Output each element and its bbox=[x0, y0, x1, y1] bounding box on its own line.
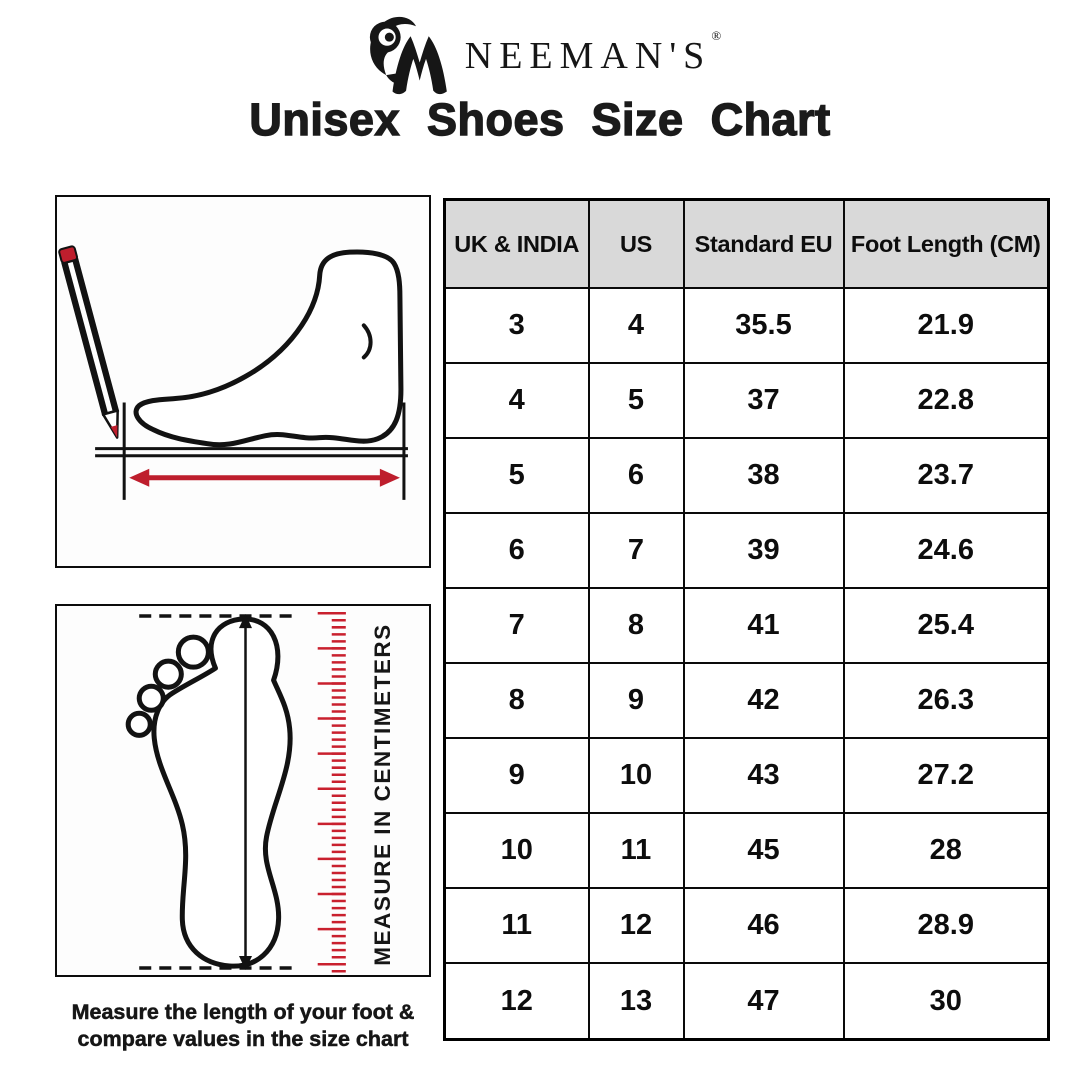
table-cell: 37 bbox=[682, 362, 845, 440]
table-cell: 7 bbox=[443, 587, 590, 665]
pencil-icon bbox=[58, 245, 120, 439]
table-cell: 21.9 bbox=[842, 286, 1050, 365]
table-cell: 22.8 bbox=[842, 362, 1050, 440]
table-cell: 25.4 bbox=[842, 587, 1050, 665]
footprint-icon bbox=[151, 616, 293, 969]
table-cell: 10 bbox=[443, 812, 590, 890]
ankle-mark bbox=[361, 323, 373, 360]
table-cell: 38 bbox=[682, 437, 845, 515]
table-cell: 4 bbox=[587, 286, 685, 365]
table-cell: 46 bbox=[682, 887, 845, 965]
table-row: 12 13 47 30 bbox=[443, 962, 1050, 1041]
table-cell: 41 bbox=[682, 587, 845, 665]
footprint-box: MEASURE IN CENTIMETERS bbox=[55, 604, 431, 977]
caption-line-1: Measure the length of your foot & bbox=[71, 1000, 415, 1025]
measure-caption: Measure the length of your foot & compar… bbox=[35, 999, 451, 1053]
table-row: 10 11 45 28 bbox=[443, 812, 1050, 890]
foot-side-icon bbox=[133, 249, 404, 448]
table-cell: 45 bbox=[682, 812, 845, 890]
table-cell: 30 bbox=[842, 962, 1050, 1041]
table-cell: 3 bbox=[443, 286, 590, 365]
table-cell: 35.5 bbox=[682, 286, 845, 365]
brand-name-text: NEEMAN'S bbox=[464, 35, 712, 77]
table-cell: 42 bbox=[682, 662, 845, 740]
toe-icon bbox=[136, 683, 166, 713]
column-header: US bbox=[587, 198, 685, 289]
table-row: 5 6 38 23.7 bbox=[443, 437, 1050, 515]
table-cell: 8 bbox=[587, 587, 685, 665]
foot-measure-illustration bbox=[58, 245, 408, 500]
table-row: 4 5 37 22.8 bbox=[443, 362, 1050, 440]
brand-name: NEEMAN'S® bbox=[465, 28, 721, 78]
table-row: 8 9 42 26.3 bbox=[443, 662, 1050, 740]
table-cell: 4 bbox=[443, 362, 590, 440]
page-title: Unisex Shoes Size Chart bbox=[249, 93, 831, 145]
column-header: Standard EU bbox=[682, 198, 845, 289]
size-chart-table: UK & INDIA US Standard EU Foot Length (CM) … bbox=[443, 198, 1050, 1041]
table-row: UK & INDIA US Standard EU Foot Length (CM) bbox=[443, 198, 1050, 289]
foot-length-arrow bbox=[238, 614, 253, 970]
size-chart: UK & INDIA US Standard EU Foot Length (CM) … bbox=[443, 198, 1050, 1041]
table-header-row: UK & INDIA US Standard EU Foot Length (CM) bbox=[443, 198, 1050, 289]
table-cell: 5 bbox=[587, 362, 685, 440]
brand-logo: NEEMAN'S® bbox=[0, 8, 1080, 98]
table-cell: 11 bbox=[587, 812, 685, 890]
table-cell: 43 bbox=[682, 737, 845, 815]
toe-icon bbox=[125, 710, 153, 738]
table-cell: 10 bbox=[587, 737, 685, 815]
table-cell: 13 bbox=[587, 962, 685, 1041]
caption-line-2: compare values in the size chart bbox=[77, 1027, 409, 1052]
table-cell: 28 bbox=[842, 812, 1050, 890]
table-cell: 27.2 bbox=[842, 737, 1050, 815]
column-header: Foot Length (CM) bbox=[842, 198, 1050, 289]
table-cell: 8 bbox=[443, 662, 590, 740]
table-row: 3 4 35.5 21.9 bbox=[443, 286, 1050, 365]
footprint-illustration: MEASURE IN CENTIMETERS bbox=[125, 612, 395, 975]
foot-length-arrow bbox=[129, 468, 400, 487]
table-cell: 6 bbox=[587, 437, 685, 515]
table-row: 9 10 43 27.2 bbox=[443, 737, 1050, 815]
table-body: 3 4 35.5 21.9 4 5 37 22.8 5 6 38 23.7 6 7 39 24.6 7 8 41 25… bbox=[443, 286, 1050, 1041]
neemans-ram-icon bbox=[369, 16, 447, 95]
table-cell: 11 bbox=[443, 887, 590, 965]
table-row: 7 8 41 25.4 bbox=[443, 587, 1050, 665]
table-cell: 5 bbox=[443, 437, 590, 515]
toe-icon bbox=[175, 634, 211, 670]
table-cell: 7 bbox=[587, 512, 685, 590]
table-cell: 9 bbox=[443, 737, 590, 815]
table-cell: 26.3 bbox=[842, 662, 1050, 740]
registered-trademark: ® bbox=[711, 28, 722, 43]
table-cell: 47 bbox=[682, 962, 845, 1041]
ruler-icon bbox=[317, 612, 346, 975]
table-cell: 28.9 bbox=[842, 887, 1050, 965]
table-cell: 24.6 bbox=[842, 512, 1050, 590]
table-row: 6 7 39 24.6 bbox=[443, 512, 1050, 590]
table-cell: 23.7 bbox=[842, 437, 1050, 515]
toe-icon bbox=[152, 658, 184, 690]
table-cell: 39 bbox=[682, 512, 845, 590]
table-row: 11 12 46 28.9 bbox=[443, 887, 1050, 965]
column-header: UK & INDIA bbox=[443, 198, 590, 289]
table-cell: 12 bbox=[443, 962, 590, 1041]
table-cell: 12 bbox=[587, 887, 685, 965]
table-cell: 9 bbox=[587, 662, 685, 740]
ruler-label: MEASURE IN CENTIMETERS bbox=[370, 623, 395, 966]
measure-foot-box bbox=[55, 195, 431, 568]
table-cell: 6 bbox=[443, 512, 590, 590]
